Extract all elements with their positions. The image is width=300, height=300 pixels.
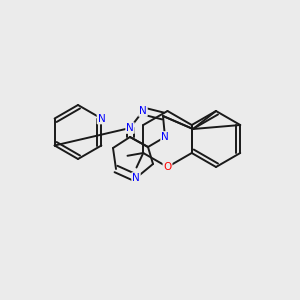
Text: N: N — [161, 132, 169, 142]
Text: O: O — [164, 162, 172, 172]
Text: N: N — [98, 113, 105, 124]
Text: N: N — [132, 173, 140, 183]
Text: N: N — [126, 123, 134, 133]
Text: N: N — [139, 106, 147, 116]
